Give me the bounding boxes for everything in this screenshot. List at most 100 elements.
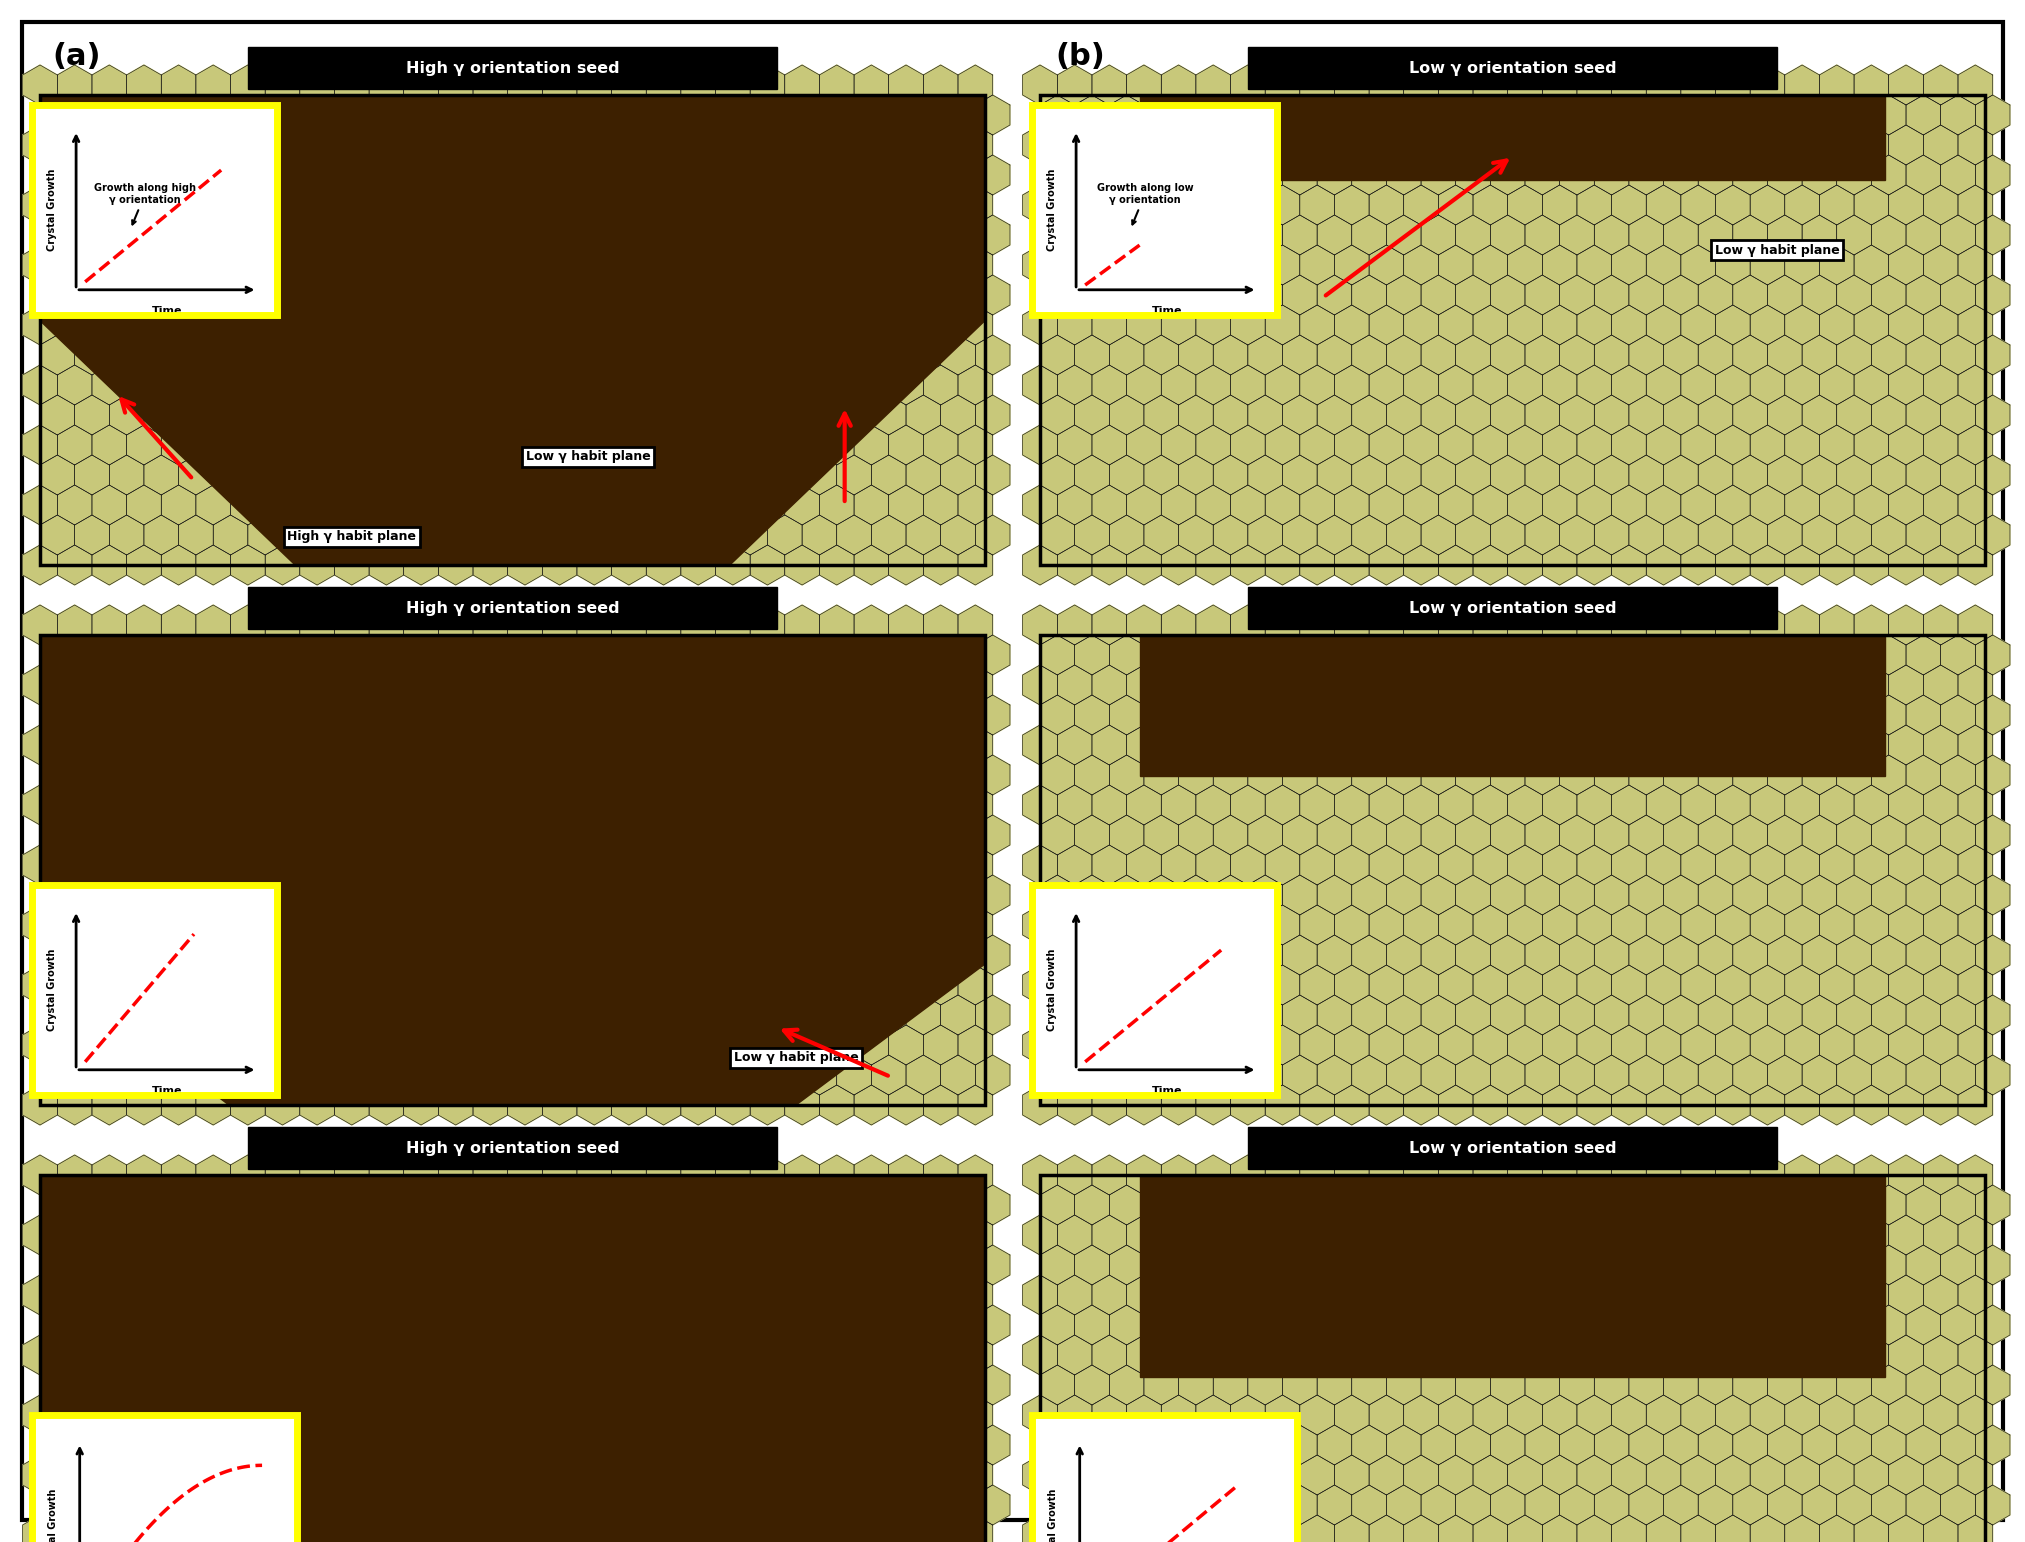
Polygon shape	[196, 965, 231, 1005]
Polygon shape	[802, 1184, 836, 1224]
Polygon shape	[1091, 486, 1126, 524]
Polygon shape	[1075, 274, 1110, 315]
Polygon shape	[630, 1055, 664, 1095]
Polygon shape	[1247, 816, 1282, 854]
Polygon shape	[1889, 1086, 1924, 1126]
Polygon shape	[630, 515, 664, 555]
Polygon shape	[1091, 125, 1126, 165]
Polygon shape	[437, 905, 474, 945]
Polygon shape	[128, 845, 162, 885]
Polygon shape	[1837, 756, 1871, 796]
Polygon shape	[508, 1275, 543, 1315]
Polygon shape	[1646, 845, 1681, 885]
Polygon shape	[1213, 934, 1247, 975]
Polygon shape	[1438, 965, 1472, 1005]
Polygon shape	[1577, 845, 1612, 885]
Polygon shape	[1665, 816, 1699, 854]
Polygon shape	[786, 905, 820, 945]
Polygon shape	[128, 785, 162, 825]
Polygon shape	[403, 1514, 437, 1542]
Polygon shape	[749, 486, 786, 524]
Polygon shape	[1247, 455, 1282, 495]
Polygon shape	[1316, 1425, 1353, 1465]
Polygon shape	[490, 1365, 524, 1405]
Polygon shape	[490, 635, 524, 675]
Polygon shape	[247, 756, 281, 796]
Polygon shape	[1924, 185, 1958, 225]
Polygon shape	[1075, 635, 1110, 675]
Polygon shape	[22, 1086, 57, 1126]
Polygon shape	[905, 395, 942, 435]
Polygon shape	[559, 1365, 593, 1405]
Polygon shape	[1247, 995, 1282, 1035]
Polygon shape	[1438, 845, 1472, 885]
Polygon shape	[421, 1184, 456, 1224]
Polygon shape	[265, 426, 300, 466]
Polygon shape	[144, 515, 178, 555]
Polygon shape	[1768, 1305, 1802, 1345]
Polygon shape	[1906, 1305, 1940, 1345]
Polygon shape	[1750, 604, 1784, 645]
Polygon shape	[1334, 1275, 1369, 1315]
Polygon shape	[1577, 486, 1612, 524]
Polygon shape	[196, 544, 231, 584]
Text: Crystal Growth: Crystal Growth	[1049, 1490, 1059, 1542]
Polygon shape	[664, 635, 699, 675]
Polygon shape	[265, 1514, 300, 1542]
Polygon shape	[836, 995, 871, 1035]
Polygon shape	[733, 756, 767, 796]
Polygon shape	[1403, 905, 1438, 945]
Polygon shape	[1316, 1244, 1353, 1284]
Polygon shape	[75, 1184, 109, 1224]
Polygon shape	[1490, 1485, 1525, 1525]
Polygon shape	[1282, 214, 1316, 254]
Polygon shape	[1282, 1055, 1316, 1095]
Polygon shape	[1403, 965, 1438, 1005]
Polygon shape	[1818, 1514, 1855, 1542]
Polygon shape	[786, 785, 820, 825]
Polygon shape	[1369, 845, 1403, 885]
Polygon shape	[1213, 335, 1247, 375]
Polygon shape	[942, 695, 976, 736]
Polygon shape	[178, 96, 213, 136]
Polygon shape	[593, 1365, 630, 1405]
Polygon shape	[664, 1305, 699, 1345]
Polygon shape	[1974, 756, 2011, 796]
Polygon shape	[543, 604, 577, 645]
Polygon shape	[1543, 1335, 1577, 1375]
Polygon shape	[1924, 1215, 1958, 1255]
Polygon shape	[1057, 1155, 1091, 1195]
Polygon shape	[699, 335, 733, 375]
Polygon shape	[1974, 214, 2011, 254]
Polygon shape	[1559, 934, 1594, 975]
Polygon shape	[1733, 635, 1768, 675]
Polygon shape	[369, 125, 403, 165]
Polygon shape	[1091, 965, 1126, 1005]
Polygon shape	[162, 305, 196, 345]
Polygon shape	[733, 1244, 767, 1284]
Polygon shape	[976, 874, 1010, 914]
Polygon shape	[905, 1184, 942, 1224]
Polygon shape	[1871, 1244, 1906, 1284]
Polygon shape	[836, 934, 871, 975]
Polygon shape	[749, 1275, 786, 1315]
Polygon shape	[749, 65, 786, 105]
Polygon shape	[109, 874, 144, 914]
Polygon shape	[1802, 1425, 1837, 1465]
Polygon shape	[1855, 486, 1889, 524]
Polygon shape	[889, 1215, 923, 1255]
Polygon shape	[1699, 874, 1733, 914]
Polygon shape	[958, 1275, 992, 1315]
Polygon shape	[1509, 486, 1543, 524]
Polygon shape	[889, 426, 923, 466]
Polygon shape	[1369, 1456, 1403, 1496]
Polygon shape	[162, 604, 196, 645]
Polygon shape	[1768, 1485, 1802, 1525]
Polygon shape	[612, 305, 646, 345]
Polygon shape	[437, 65, 474, 105]
Polygon shape	[767, 1055, 802, 1095]
Polygon shape	[942, 816, 976, 854]
Polygon shape	[524, 756, 559, 796]
Polygon shape	[1628, 695, 1665, 736]
Polygon shape	[1091, 905, 1126, 945]
